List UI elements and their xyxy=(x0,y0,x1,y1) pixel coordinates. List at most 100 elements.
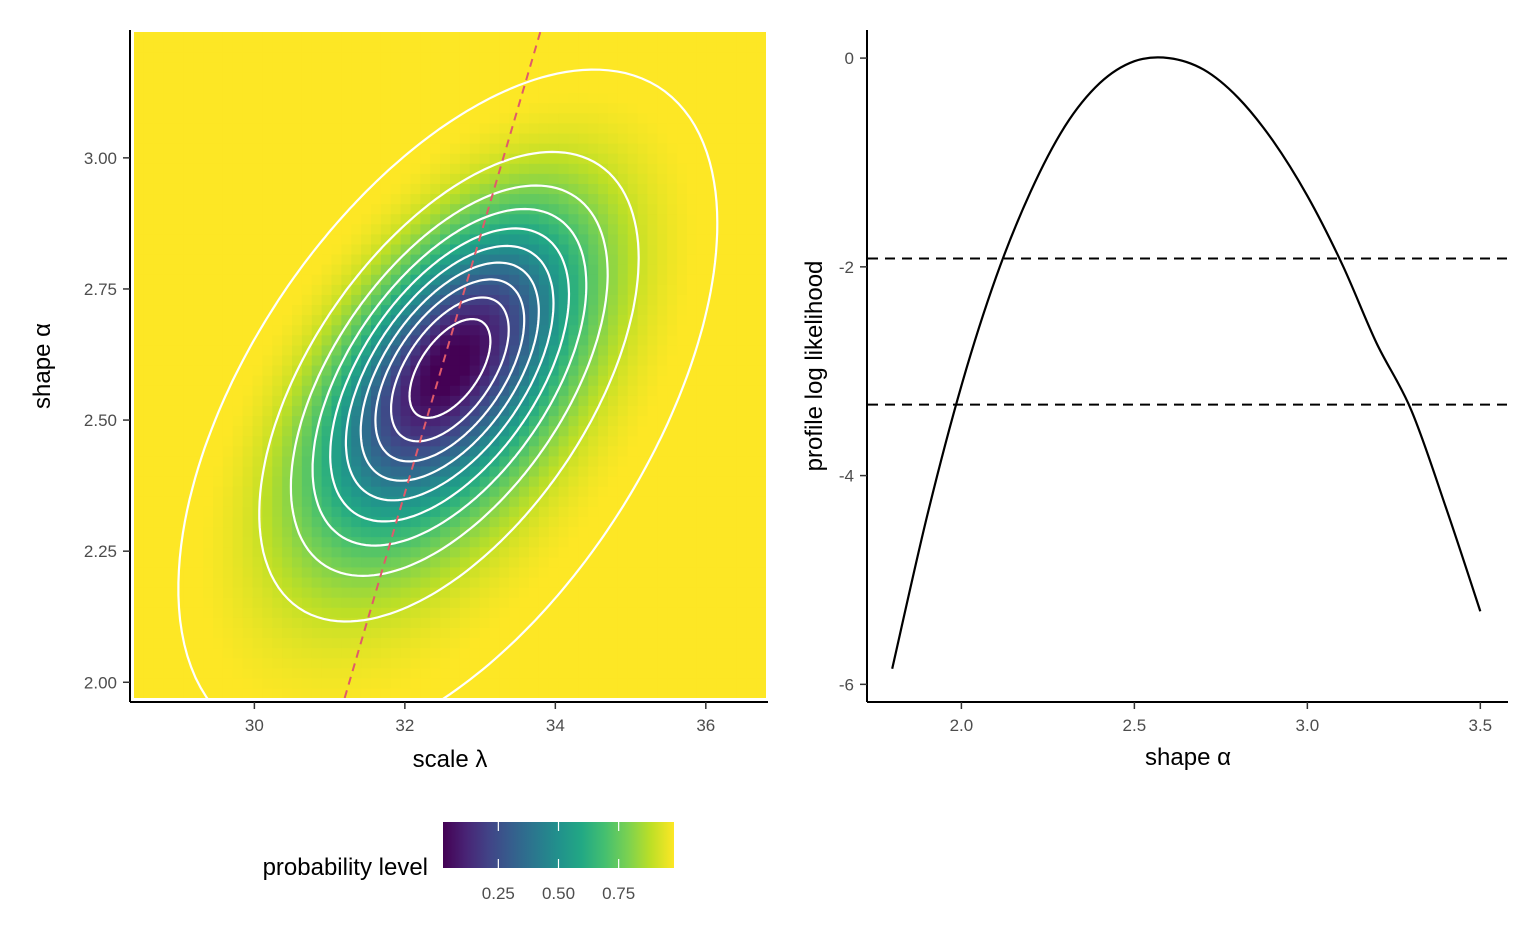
right-x-ticks: 2.0 2.5 3.0 3.5 xyxy=(950,702,1492,735)
heatmap-cell xyxy=(459,304,471,316)
heatmap-cell xyxy=(163,435,175,447)
heatmap-cell xyxy=(529,536,540,548)
heatmap-cell xyxy=(716,264,728,275)
heatmap-cell xyxy=(459,102,471,114)
heatmap-cell xyxy=(450,486,461,497)
heatmap-cell xyxy=(479,526,491,538)
heatmap-cell xyxy=(262,597,273,608)
heatmap-cell xyxy=(371,657,382,669)
heatmap-cell xyxy=(272,546,283,558)
heatmap-cell xyxy=(331,607,342,618)
heatmap-cell xyxy=(568,354,579,366)
heatmap-cell xyxy=(153,405,165,417)
heatmap-cell xyxy=(637,223,649,235)
heatmap-cell xyxy=(361,243,372,255)
heatmap-cell xyxy=(351,102,362,114)
heatmap-cell xyxy=(351,143,362,154)
heatmap-cell xyxy=(232,324,244,336)
heatmap-cell xyxy=(450,677,461,689)
heatmap-cell xyxy=(479,324,491,336)
heatmap-cell xyxy=(687,506,698,517)
heatmap-cell xyxy=(637,546,649,558)
heatmap-cell xyxy=(469,647,481,659)
heatmap-cell xyxy=(568,294,579,306)
heatmap-cell xyxy=(469,365,481,376)
heatmap-cell xyxy=(568,687,579,698)
heatmap-cell xyxy=(568,122,579,134)
heatmap-cell xyxy=(667,173,678,184)
heatmap-cell xyxy=(232,526,244,538)
heatmap-cell xyxy=(657,42,668,53)
heatmap-cell xyxy=(143,566,155,578)
heatmap-cell xyxy=(509,526,520,538)
heatmap-cell xyxy=(242,455,254,467)
heatmap-cell xyxy=(292,243,303,255)
heatmap-cell xyxy=(529,657,540,669)
heatmap-cell xyxy=(706,677,718,689)
heatmap-cell xyxy=(647,415,658,427)
heatmap-cell xyxy=(558,32,570,43)
heatmap-cell xyxy=(548,163,560,174)
heatmap-cell xyxy=(222,354,234,366)
heatmap-cell xyxy=(440,314,451,326)
heatmap-cell xyxy=(627,617,639,628)
heatmap-cell xyxy=(282,637,293,649)
heatmap-cell xyxy=(529,183,540,195)
heatmap-cell xyxy=(400,687,412,698)
heatmap-cell xyxy=(361,62,372,73)
heatmap-cell xyxy=(598,607,609,618)
heatmap-cell xyxy=(450,516,461,528)
heatmap-cell xyxy=(627,667,639,679)
heatmap-cell xyxy=(736,587,747,598)
heatmap-cell xyxy=(578,143,589,154)
heatmap-cell xyxy=(647,92,658,104)
heatmap-cell xyxy=(321,42,333,53)
heatmap-cell xyxy=(529,112,540,124)
heatmap-cell xyxy=(134,203,145,215)
heatmap-cell xyxy=(292,587,303,598)
heatmap-cell xyxy=(637,294,649,306)
heatmap-cell xyxy=(173,405,184,417)
heatmap-cell xyxy=(232,42,244,53)
heatmap-cell xyxy=(489,213,500,225)
heatmap-cell xyxy=(677,344,688,356)
heatmap-cell xyxy=(598,153,609,164)
heatmap-cell xyxy=(499,132,510,144)
heatmap-cell xyxy=(568,254,579,265)
heatmap-cell xyxy=(242,486,254,497)
heatmap-cell xyxy=(331,52,342,63)
heatmap-cell xyxy=(183,637,194,649)
heatmap-cell xyxy=(242,385,254,396)
heatmap-cell xyxy=(272,526,283,538)
heatmap-cell xyxy=(410,344,421,356)
heatmap-cell xyxy=(677,365,688,376)
heatmap-cell xyxy=(716,617,728,628)
heatmap-cell xyxy=(637,243,649,255)
heatmap-cell xyxy=(519,294,530,306)
heatmap-cell xyxy=(459,264,471,275)
heatmap-cell xyxy=(400,324,412,336)
heatmap-cell xyxy=(568,223,579,235)
heatmap-cell xyxy=(489,82,500,94)
heatmap-cell xyxy=(292,597,303,608)
heatmap-cell xyxy=(578,102,589,114)
heatmap-cell xyxy=(301,324,313,336)
heatmap-cell xyxy=(696,112,708,124)
heatmap-cell xyxy=(430,526,441,538)
heatmap-cell xyxy=(647,435,658,447)
heatmap-cell xyxy=(647,243,658,255)
heatmap-cell xyxy=(361,365,372,376)
heatmap-cell xyxy=(311,476,323,487)
heatmap-cell xyxy=(311,354,323,366)
heatmap-cell xyxy=(529,304,540,316)
heatmap-cell xyxy=(341,405,352,417)
heatmap-cell xyxy=(696,486,708,497)
heatmap-cell xyxy=(193,627,204,639)
heatmap-cell xyxy=(410,334,421,346)
heatmap-cell xyxy=(588,405,599,417)
heatmap-cell xyxy=(430,183,441,195)
heatmap-cell xyxy=(459,465,471,477)
heatmap-cell xyxy=(242,264,254,275)
heatmap-cell xyxy=(716,465,728,477)
heatmap-cell xyxy=(292,415,303,427)
